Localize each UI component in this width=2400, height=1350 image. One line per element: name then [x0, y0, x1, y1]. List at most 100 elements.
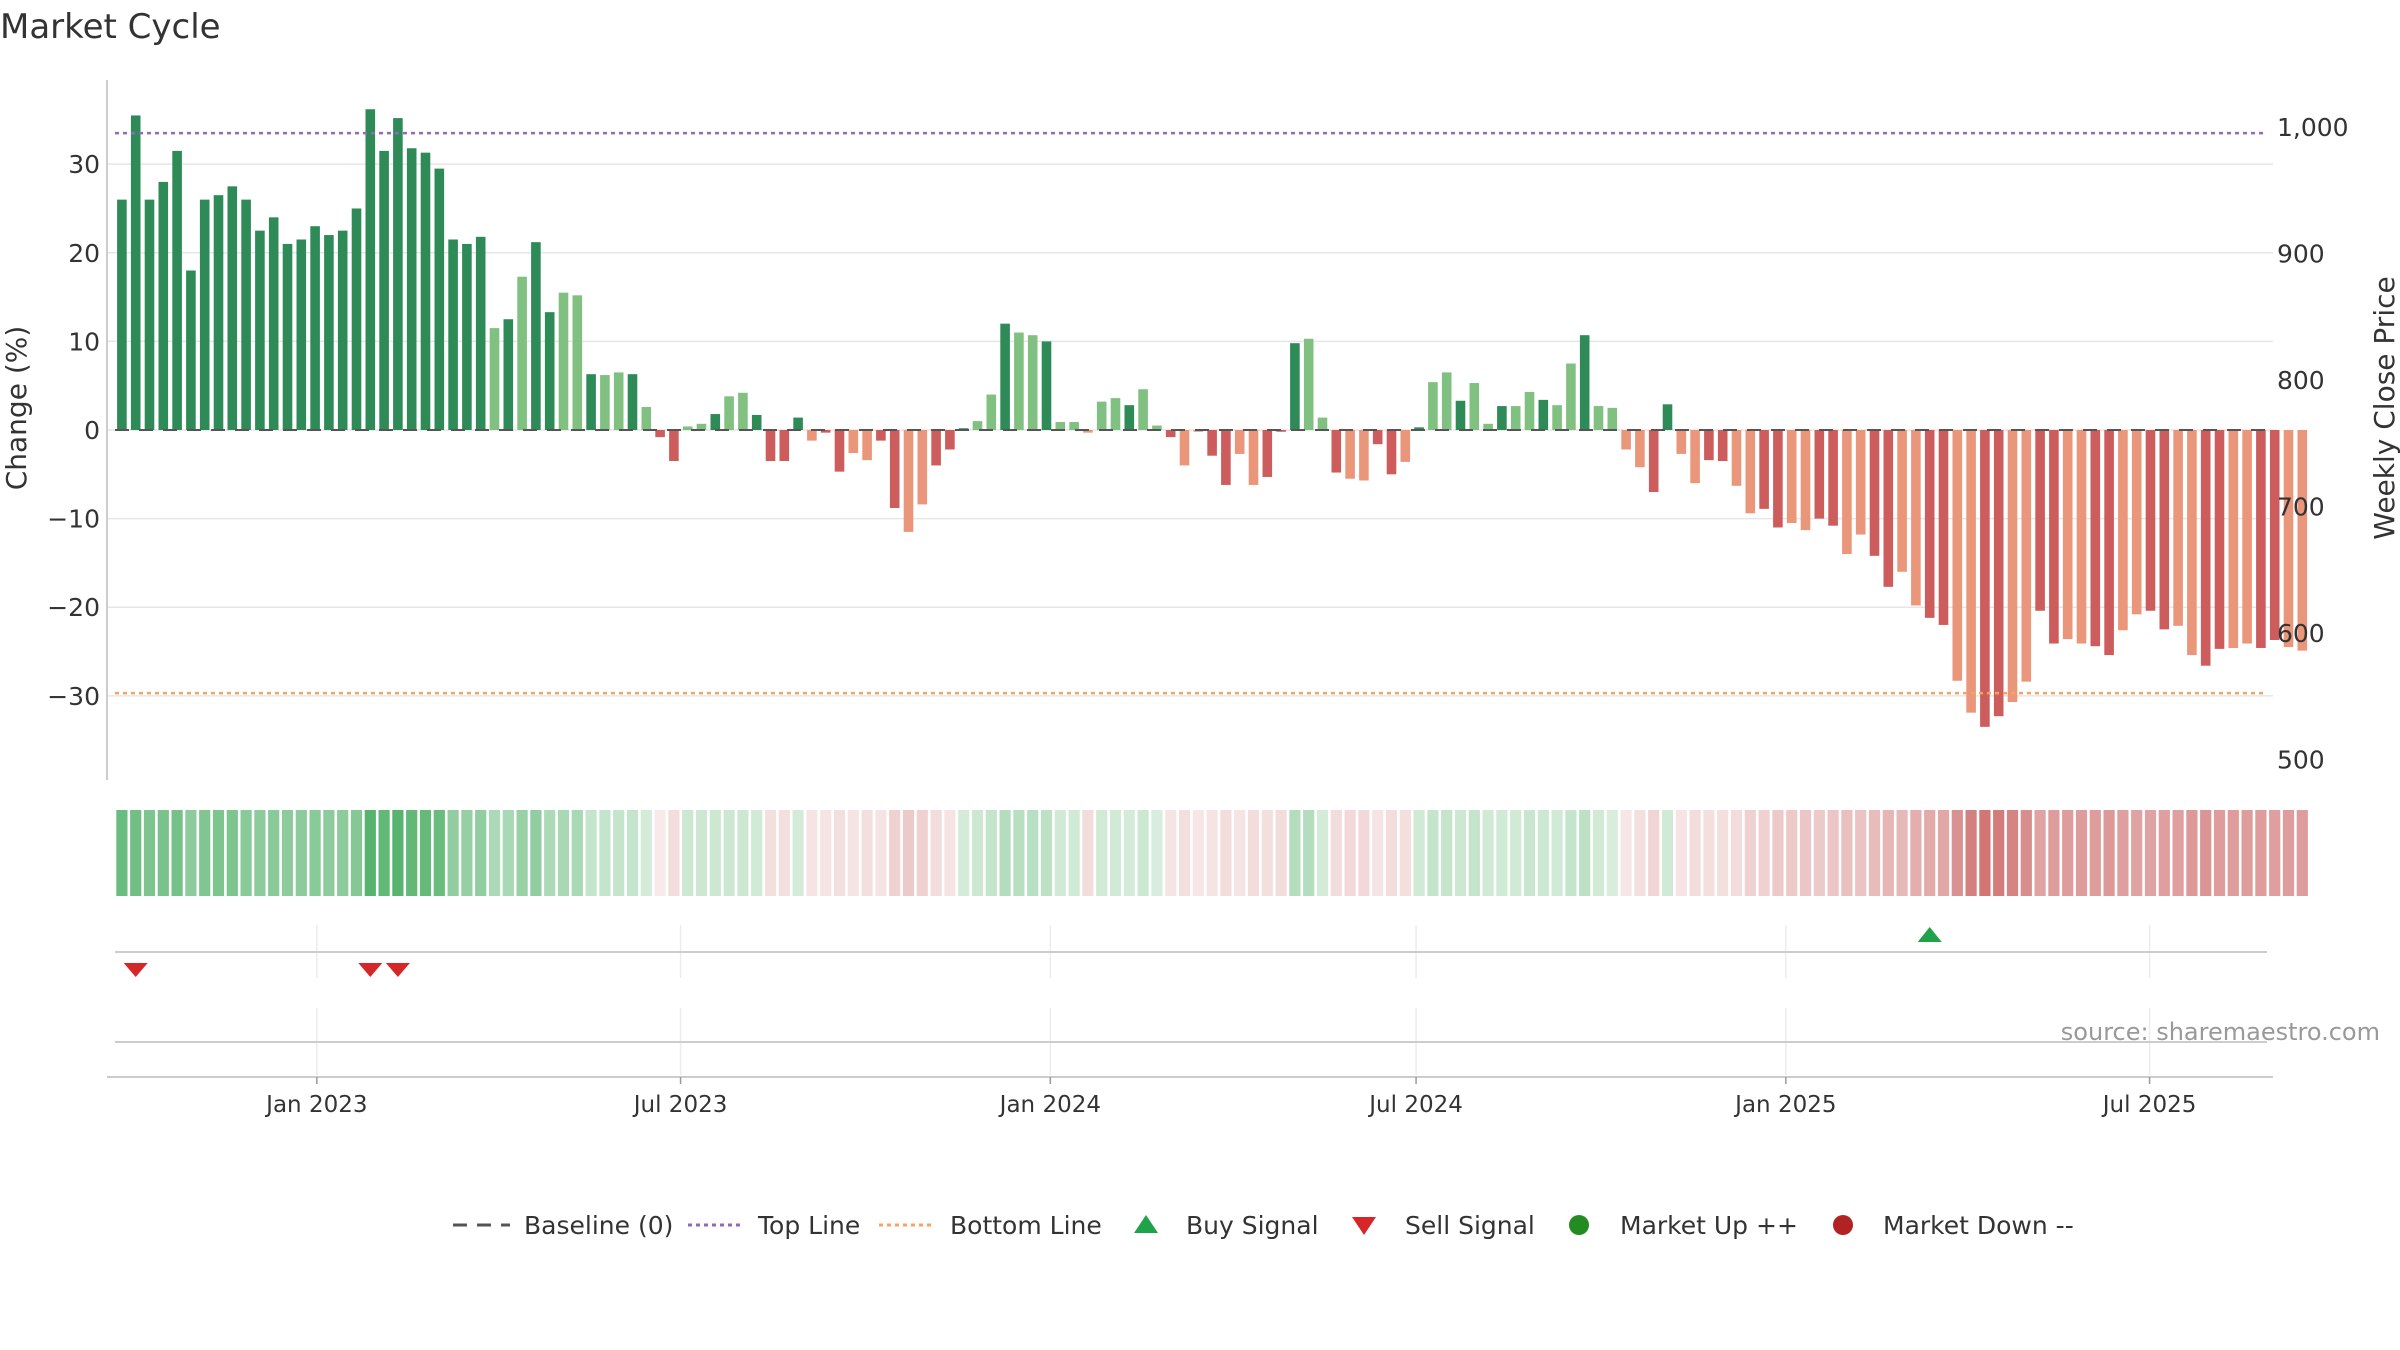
legend-label: Baseline (0) — [524, 1211, 673, 1240]
strength-cell — [585, 810, 597, 896]
strength-cell — [212, 810, 225, 896]
strength-cell — [1178, 810, 1191, 896]
change-bars — [117, 109, 2308, 727]
legend-label: Sell Signal — [1405, 1211, 1535, 1240]
change-bar — [1855, 430, 1866, 535]
strength-cell — [557, 810, 570, 896]
change-bar — [1704, 430, 1714, 461]
strength-cell — [1592, 810, 1605, 896]
change-bar — [1593, 406, 1604, 430]
strength-cell — [488, 810, 501, 896]
strength-cell — [1951, 810, 1963, 896]
change-bar — [1786, 430, 1797, 524]
strength-cell — [2034, 810, 2046, 896]
strength-cell — [1372, 810, 1384, 896]
change-bar — [1510, 406, 1521, 430]
change-bar — [1386, 430, 1397, 475]
change-bar — [351, 208, 362, 430]
change-bar — [117, 199, 127, 430]
strength-cell — [1882, 810, 1894, 896]
strength-cell — [875, 810, 887, 896]
strength-cell — [1799, 810, 1812, 896]
source-note: source: sharemaestro.com — [2061, 1018, 2380, 1046]
change-bar — [1483, 423, 1493, 430]
strength-cell — [889, 810, 901, 896]
strength-cell — [475, 810, 487, 896]
change-bar — [406, 148, 417, 430]
change-bar — [1911, 430, 1921, 606]
change-bar — [1731, 430, 1742, 486]
change-bar — [1648, 430, 1659, 493]
strength-cell — [2075, 810, 2088, 896]
change-bar — [1662, 404, 1673, 430]
change-bar — [834, 430, 845, 472]
change-bar — [2131, 430, 2142, 615]
x-tick-label: Jul 2024 — [1367, 1092, 1463, 1118]
change-bar — [1469, 383, 1480, 430]
change-bar — [696, 423, 707, 430]
y-left-tick-label: −20 — [47, 593, 100, 622]
change-bar — [1897, 430, 1907, 572]
strength-cell — [1523, 810, 1536, 896]
strength-cell — [226, 810, 238, 896]
change-bar — [2062, 430, 2073, 640]
strength-cell — [737, 810, 749, 896]
strength-cell — [2020, 810, 2032, 896]
strength-cell — [778, 810, 790, 896]
strength-cell — [930, 810, 942, 896]
change-bar — [227, 186, 238, 430]
change-bar — [1455, 400, 1466, 430]
strength-cell — [2200, 810, 2212, 896]
change-bar — [2076, 430, 2087, 644]
change-bar — [1952, 430, 1963, 681]
y-left-tick-label: 30 — [68, 150, 100, 179]
strength-cell — [682, 810, 694, 896]
change-bar — [1924, 430, 1935, 618]
strength-cell — [1620, 810, 1632, 896]
change-bar — [130, 115, 141, 430]
change-bar — [2159, 430, 2170, 630]
change-bar — [310, 226, 320, 430]
strength-cell — [406, 810, 418, 896]
change-bar — [1621, 430, 1631, 450]
x-tick-label: Jul 2025 — [2101, 1092, 2197, 1118]
change-bar — [558, 292, 569, 430]
change-bar — [986, 394, 997, 430]
change-bar — [2214, 430, 2225, 649]
strength-cell — [1303, 810, 1315, 896]
change-bar — [1938, 430, 1949, 625]
change-bar — [1552, 405, 1562, 430]
strength-cell — [143, 810, 156, 896]
strength-cell — [1441, 810, 1453, 896]
change-bar — [324, 235, 334, 430]
strength-cell — [1344, 810, 1356, 896]
legend: Baseline (0) Top Line Bottom Line Buy Signa… — [453, 1211, 2074, 1240]
legend-label: Buy Signal — [1186, 1211, 1319, 1240]
sell-signal-marker — [358, 963, 383, 977]
change-bar — [2145, 430, 2156, 611]
change-bar — [1566, 363, 1576, 430]
change-bar — [1303, 338, 1314, 430]
strength-cell — [364, 810, 376, 896]
change-bar — [1717, 430, 1728, 462]
strength-cell — [806, 810, 818, 896]
change-bar — [2187, 430, 2197, 656]
change-bar — [1759, 430, 1769, 509]
x-tick-label: Jul 2023 — [632, 1092, 728, 1118]
change-bar — [738, 392, 748, 430]
change-bar — [945, 430, 955, 450]
axes: −30 −20 −10 0 10 20 30 500 600 700 800 900 1,000 — [47, 80, 2349, 780]
change-bar — [2118, 430, 2128, 631]
change-bar — [613, 372, 624, 430]
strength-cell — [1717, 810, 1729, 896]
change-bar — [1497, 406, 1507, 430]
y-right-tick-label: 1,000 — [2277, 113, 2349, 142]
strength-cell — [1096, 810, 1108, 896]
strength-cell — [1993, 810, 2005, 896]
strength-cell — [516, 810, 528, 896]
change-bar — [931, 430, 941, 466]
strength-cell — [1537, 810, 1549, 896]
change-bar — [1400, 430, 1411, 462]
change-bar — [503, 319, 514, 430]
y-right-tick-label: 900 — [2277, 239, 2325, 268]
